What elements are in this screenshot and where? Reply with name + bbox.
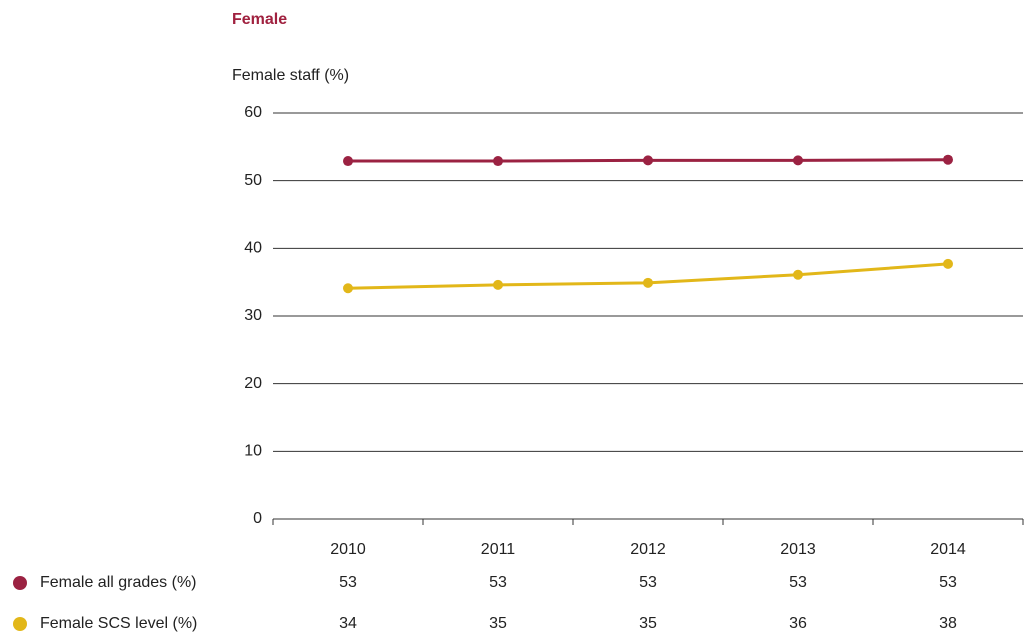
y-tick-label: 60 — [244, 104, 262, 121]
data-point — [493, 279, 503, 290]
data-point — [793, 155, 803, 166]
table-value: 53 — [639, 574, 657, 591]
y-tick-label: 10 — [244, 443, 262, 460]
data-point — [943, 258, 953, 269]
x-tick-label: 2010 — [330, 541, 366, 558]
y-tick-label: 0 — [253, 510, 262, 527]
table-value: 53 — [489, 574, 507, 591]
data-point — [643, 155, 653, 166]
chart-subtitle: Female staff (%) — [232, 67, 349, 84]
data-point — [943, 154, 953, 165]
table-value: 36 — [789, 615, 807, 632]
table-value: 34 — [339, 615, 357, 632]
table-value: 35 — [639, 615, 657, 632]
x-tick-label: 2012 — [630, 541, 666, 558]
data-point — [343, 156, 353, 167]
data-point — [793, 269, 803, 280]
y-tick-label: 20 — [244, 375, 262, 392]
y-tick-label: 40 — [244, 240, 262, 257]
legend-label: Female all grades (%) — [40, 574, 197, 591]
legend-label: Female SCS level (%) — [40, 615, 197, 632]
x-tick-label: 2013 — [780, 541, 816, 558]
table-value: 35 — [489, 615, 507, 632]
data-point — [643, 277, 653, 288]
legend-marker — [13, 617, 27, 631]
data-point — [343, 283, 353, 294]
data-point — [493, 156, 503, 167]
chart-title: Female — [232, 11, 287, 28]
x-tick-label: 2011 — [481, 541, 516, 558]
y-tick-label: 50 — [244, 172, 262, 189]
legend-marker — [13, 576, 27, 590]
table-value: 53 — [339, 574, 357, 591]
table-value: 53 — [939, 574, 957, 591]
table-value: 53 — [789, 574, 807, 591]
table-value: 38 — [939, 615, 957, 632]
y-tick-label: 30 — [244, 307, 262, 324]
x-tick-label: 2014 — [930, 541, 966, 558]
